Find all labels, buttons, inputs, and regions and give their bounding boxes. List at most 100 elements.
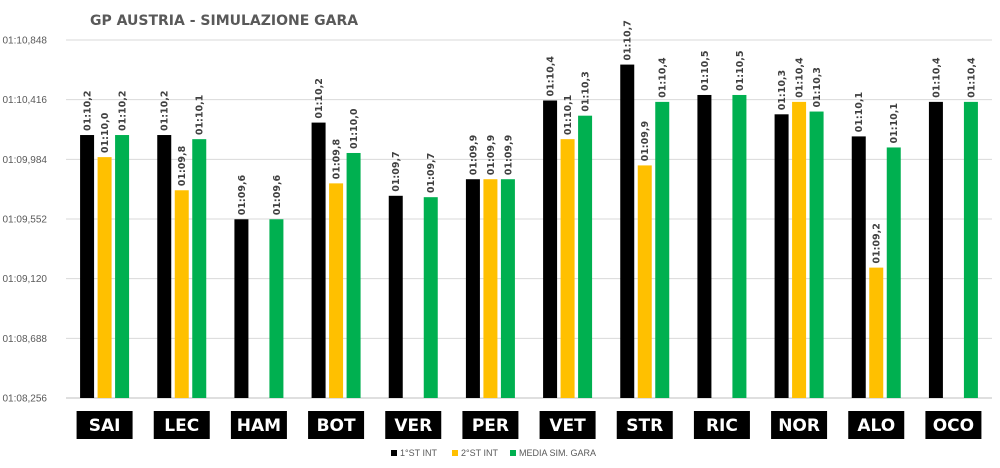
data-label-bot-media-sim-gara: 01:10,0 [349, 108, 360, 149]
data-label-ric-media-sim-gara: 01:10,5 [735, 51, 746, 91]
data-label-sai-2-st-int: 01:10,0 [100, 112, 111, 153]
bar-per-1-st-int [465, 179, 480, 398]
data-label-per-2-st-int: 01:09,9 [486, 135, 497, 175]
bar-alo-1-st-int [851, 136, 866, 398]
category-label-ham: HAM [237, 416, 281, 436]
legend-swatch-1-st-int [391, 450, 397, 456]
chart-title: GP AUSTRIA - SIMULAZIONE GARA [90, 13, 358, 29]
category-label-bot: BOT [317, 416, 356, 436]
data-label-str-2-st-int: 01:09,9 [640, 121, 651, 161]
data-label-nor-2-st-int: 01:10,4 [795, 57, 806, 98]
data-label-ver-1-st-int: 01:09,7 [391, 151, 402, 191]
data-label-bot-1-st-int: 01:10,2 [314, 78, 325, 118]
bar-ham-1-st-int [234, 219, 249, 398]
data-label-per-1-st-int: 01:09,9 [468, 135, 479, 175]
bar-ric-1-st-int [697, 94, 712, 399]
bar-ver-1-st-int [388, 195, 403, 398]
category-label-background [771, 411, 828, 439]
legend-swatch-media-sim-gara [510, 450, 516, 456]
bar-str-2-st-int [637, 165, 652, 398]
category-label-oco: OCO [933, 416, 974, 436]
category-label-alo: ALO [857, 416, 895, 436]
data-label-ver-media-sim-gara: 01:09,7 [426, 153, 437, 193]
bar-sai-1-st-int [80, 135, 95, 398]
data-label-sai-1-st-int: 01:10,2 [83, 91, 94, 131]
data-label-vet-2-st-int: 01:10,1 [563, 95, 574, 135]
category-label-background [385, 411, 442, 439]
category-label-str: STR [626, 416, 663, 436]
legend-label-2-st-int: 2°ST INT [461, 448, 498, 458]
category-label-vet: VET [549, 416, 586, 436]
category-label-background [848, 411, 905, 439]
data-label-per-media-sim-gara: 01:09,9 [503, 135, 514, 175]
category-label-background [693, 411, 750, 439]
bar-sai-media-sim-gara [115, 135, 130, 398]
bar-oco-1-st-int [928, 101, 943, 399]
y-tick-label: 01:09,984 [3, 155, 48, 166]
bar-per-2-st-int [483, 179, 498, 398]
bar-vet-media-sim-gara [578, 115, 593, 399]
y-tick-label: 01:08,688 [3, 334, 48, 345]
data-label-ham-media-sim-gara: 01:09,6 [272, 174, 283, 215]
legend: 1°ST INT 2°ST INT MEDIA SIM. GARA [391, 448, 596, 458]
y-tick-label: 01:10,848 [3, 36, 48, 47]
category-label-lec: LEC [164, 416, 199, 436]
legend-swatch-2-st-int [452, 450, 458, 456]
data-label-oco-1-st-int: 01:10,4 [931, 57, 942, 98]
data-label-alo-media-sim-gara: 01:10,1 [889, 103, 900, 143]
y-axis-ticks: 01:08,256 01:08,688 01:09,120 01:09,552 01:0… [3, 36, 48, 405]
data-label-oco-media-sim-gara: 01:10,4 [966, 57, 977, 98]
category-label-background [539, 411, 596, 439]
bar-alo-2-st-int [869, 267, 884, 398]
category-label-ric: RIC [706, 416, 738, 436]
category-label-nor: NOR [778, 416, 820, 436]
bars [80, 64, 978, 399]
bar-alo-media-sim-gara [886, 147, 901, 398]
data-label-str-media-sim-gara: 01:10,4 [658, 57, 669, 98]
category-label-background [76, 411, 133, 439]
y-tick-label: 01:09,120 [3, 274, 48, 285]
y-tick-label: 01:08,256 [3, 394, 48, 405]
bar-lec-2-st-int [174, 190, 189, 398]
bar-str-1-st-int [620, 64, 635, 399]
bar-nor-media-sim-gara [809, 111, 824, 399]
bar-vet-1-st-int [543, 100, 558, 399]
bar-ric-media-sim-gara [732, 94, 747, 399]
bar-per-media-sim-gara [500, 179, 515, 398]
data-label-str-1-st-int: 01:10,7 [623, 20, 634, 60]
category-label-ver: VER [394, 416, 432, 436]
legend-label-media-sim-gara: MEDIA SIM. GARA [519, 448, 596, 458]
category-label-background [616, 411, 673, 439]
bar-bot-1-st-int [311, 122, 326, 398]
category-label-background [925, 411, 982, 439]
y-tick-label: 01:10,416 [3, 95, 48, 106]
data-label-nor-media-sim-gara: 01:10,3 [812, 67, 823, 107]
legend-label-1-st-int: 1°ST INT [400, 448, 437, 458]
category-label-background [308, 411, 365, 439]
data-label-lec-media-sim-gara: 01:10,1 [195, 95, 206, 135]
bar-str-media-sim-gara [655, 101, 670, 399]
category-label-background [462, 411, 519, 439]
bar-bot-media-sim-gara [346, 152, 361, 398]
data-label-ham-1-st-int: 01:09,6 [237, 174, 248, 215]
category-label-background [230, 411, 287, 439]
data-label-vet-media-sim-gara: 01:10,3 [581, 71, 592, 111]
gridlines [66, 39, 992, 399]
bar-ham-media-sim-gara [269, 219, 284, 398]
bar-ver-media-sim-gara [423, 197, 438, 398]
y-tick-label: 01:09,552 [3, 215, 48, 226]
data-label-nor-1-st-int: 01:10,3 [777, 70, 788, 110]
bar-sai-2-st-int [97, 157, 112, 398]
data-labels: 01:10,2 01:10,0 01:10,2 01:10,2 01:09,8 01:10… [83, 20, 978, 264]
data-label-lec-1-st-int: 01:10,2 [160, 91, 171, 131]
category-label-background [153, 411, 210, 439]
bar-lec-media-sim-gara [192, 139, 207, 398]
category-label-per: PER [472, 416, 509, 436]
data-label-sai-media-sim-gara: 01:10,2 [118, 91, 129, 131]
category-label-sai: SAI [89, 416, 121, 436]
data-label-vet-1-st-int: 01:10,4 [546, 56, 557, 97]
bar-vet-2-st-int [560, 139, 575, 398]
data-label-bot-2-st-int: 01:09,8 [332, 139, 343, 180]
bar-nor-2-st-int [792, 101, 807, 399]
